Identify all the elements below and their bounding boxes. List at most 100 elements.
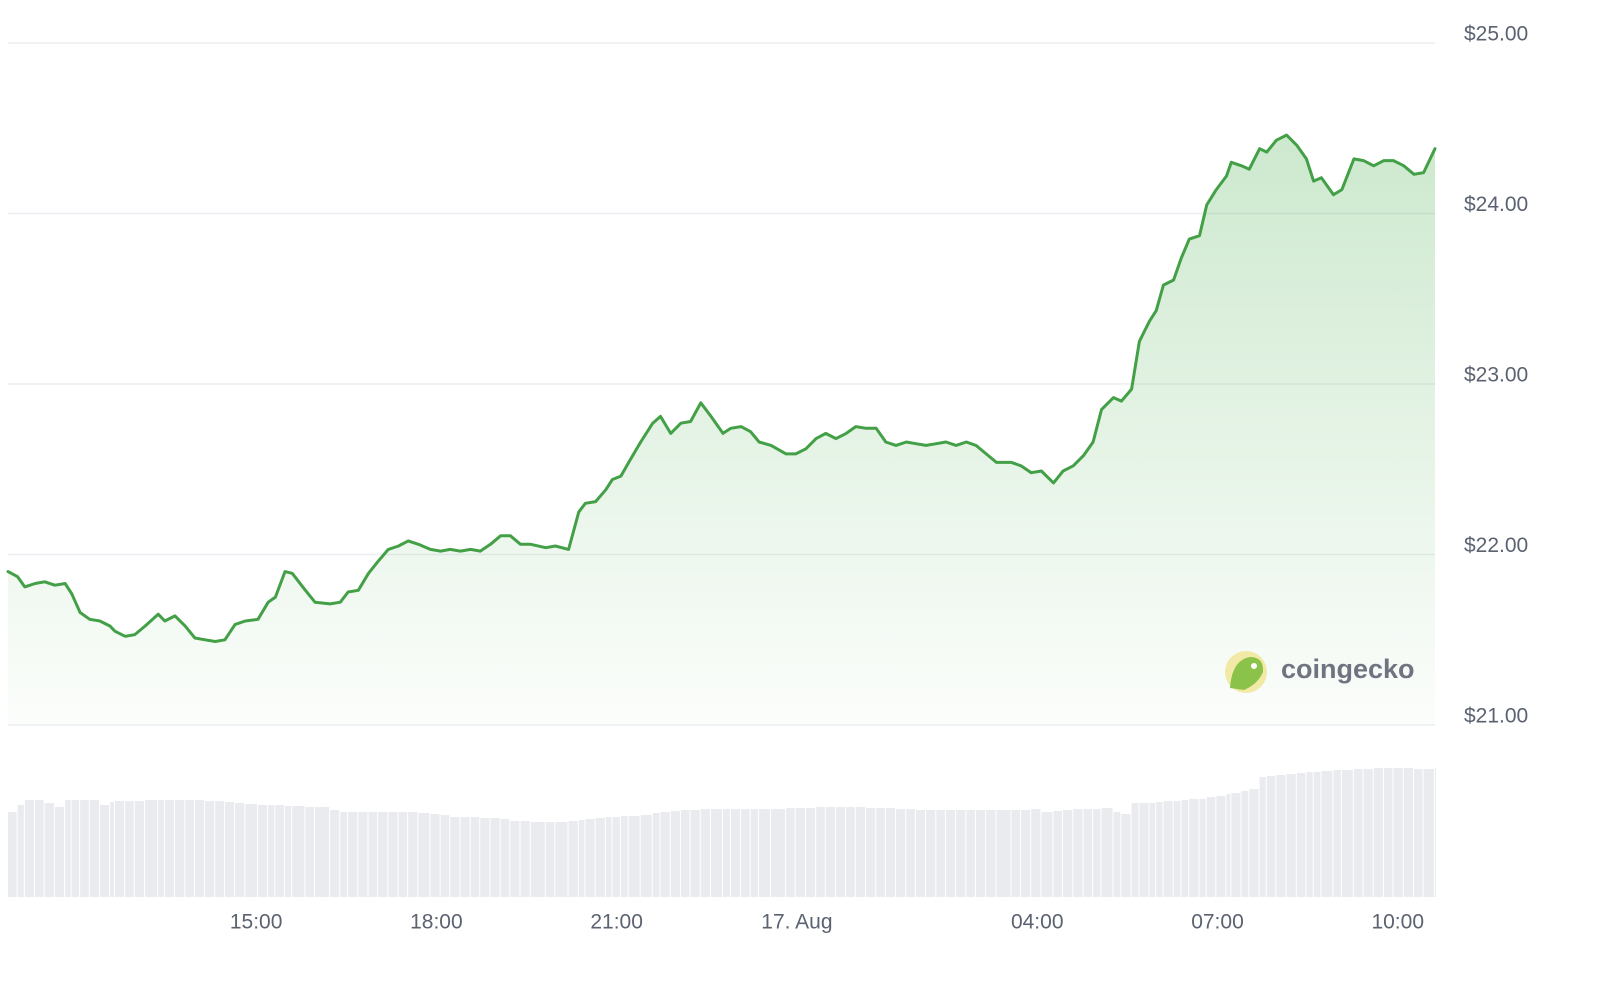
volume-bar (975, 810, 986, 897)
volume-bar (1341, 770, 1353, 897)
x-tick-label: 10:00 (1371, 911, 1424, 934)
volume-bar (1101, 808, 1113, 897)
volume-bar (723, 809, 730, 897)
volume-bar (1063, 810, 1073, 897)
volume-bar (110, 802, 114, 897)
volume-bar (194, 800, 205, 897)
volume-bar (470, 817, 480, 897)
logo-eye (1251, 663, 1257, 669)
volume-bar (1266, 776, 1276, 897)
volume-bar (846, 807, 855, 897)
volume-bar (750, 809, 759, 897)
volume-bar (936, 810, 945, 897)
volume-bar (17, 805, 24, 897)
volume-bar (175, 800, 185, 897)
volume-bar (330, 810, 340, 897)
volume-bar (1113, 812, 1121, 897)
volume-bar (700, 809, 710, 897)
volume-bar (164, 800, 175, 897)
volume-bar (520, 821, 530, 897)
volume-bar (89, 800, 99, 897)
y-tick-label: $25.00 (1464, 23, 1528, 46)
volume-bar (275, 805, 284, 897)
x-tick-label: 17. Aug (761, 911, 832, 934)
volume-bar (896, 809, 906, 897)
volume-bar (640, 815, 652, 897)
volume-bar (795, 808, 805, 897)
volume-bar (1189, 799, 1199, 897)
volume-bar (144, 800, 158, 897)
volume-bar (1031, 809, 1041, 897)
volume-bar (620, 816, 628, 897)
volume-bar (1156, 802, 1163, 897)
volume-bar (1073, 809, 1083, 897)
volume-bar (1353, 769, 1363, 897)
volume-bar (215, 801, 224, 897)
volume-bar (158, 800, 164, 897)
y-tick-label: $23.00 (1464, 364, 1528, 387)
volume-bar (450, 817, 460, 897)
volume-bar (1321, 771, 1333, 897)
volume-bar (855, 807, 866, 897)
volume-bars (8, 768, 1436, 897)
volume-bar (378, 812, 388, 897)
volume-bar (1199, 799, 1206, 897)
volume-bar (35, 800, 44, 897)
volume-bar (284, 806, 292, 897)
volume-bar (1286, 774, 1296, 897)
volume-bar (1131, 803, 1139, 897)
volume-bar (568, 821, 578, 897)
volume-bar (440, 815, 450, 897)
volume-bar (185, 800, 194, 897)
volume-bar (292, 806, 305, 897)
volume-bar (966, 810, 975, 897)
volume-bar (1041, 812, 1053, 897)
volume-bar (340, 812, 348, 897)
volume-bar (605, 817, 612, 897)
watermark-text: coingecko (1281, 654, 1415, 684)
volume-bar (816, 807, 825, 897)
volume-bar (805, 808, 816, 897)
volume-bar (388, 812, 398, 897)
volume-bar (1393, 768, 1403, 897)
volume-bar (628, 816, 640, 897)
plot (6, 133, 1437, 726)
x-tick-label: 04:00 (1011, 911, 1064, 934)
volume-bar (771, 809, 786, 897)
volume-bar (956, 810, 966, 897)
volume-bar (418, 813, 430, 897)
volume-bar (741, 809, 750, 897)
volume-bar (555, 822, 568, 897)
volume-bar (1306, 772, 1313, 897)
volume-bar (996, 810, 1011, 897)
volume-bar (866, 808, 876, 897)
volume-bar (65, 800, 71, 897)
volume-bar (1206, 797, 1216, 897)
volume-bar (876, 808, 885, 897)
volume-bar (24, 800, 35, 897)
volume-bar (460, 817, 470, 897)
volume-bar (1249, 789, 1259, 897)
volume-bar (358, 812, 368, 897)
volume-bar (408, 812, 418, 897)
volume-bar (490, 818, 500, 897)
volume-bar (786, 808, 795, 897)
volume-bar (1276, 775, 1286, 897)
volume-bar (1173, 801, 1181, 897)
volume-bar (660, 812, 670, 897)
volume-bar (1216, 796, 1226, 897)
watermark: coingecko (1225, 651, 1415, 693)
volume-bar (1181, 800, 1189, 897)
volume-bar (114, 801, 125, 897)
y-tick-label: $21.00 (1464, 705, 1528, 728)
volume-bar (612, 817, 620, 897)
volume-bar (595, 818, 605, 897)
volume-bar (670, 811, 680, 897)
volume-bar (245, 804, 257, 897)
volume-bar (1435, 768, 1436, 897)
y-tick-label: $24.00 (1464, 193, 1528, 216)
x-tick-label: 21:00 (590, 911, 643, 934)
volume-bar (480, 818, 490, 897)
volume-bar (835, 807, 846, 897)
